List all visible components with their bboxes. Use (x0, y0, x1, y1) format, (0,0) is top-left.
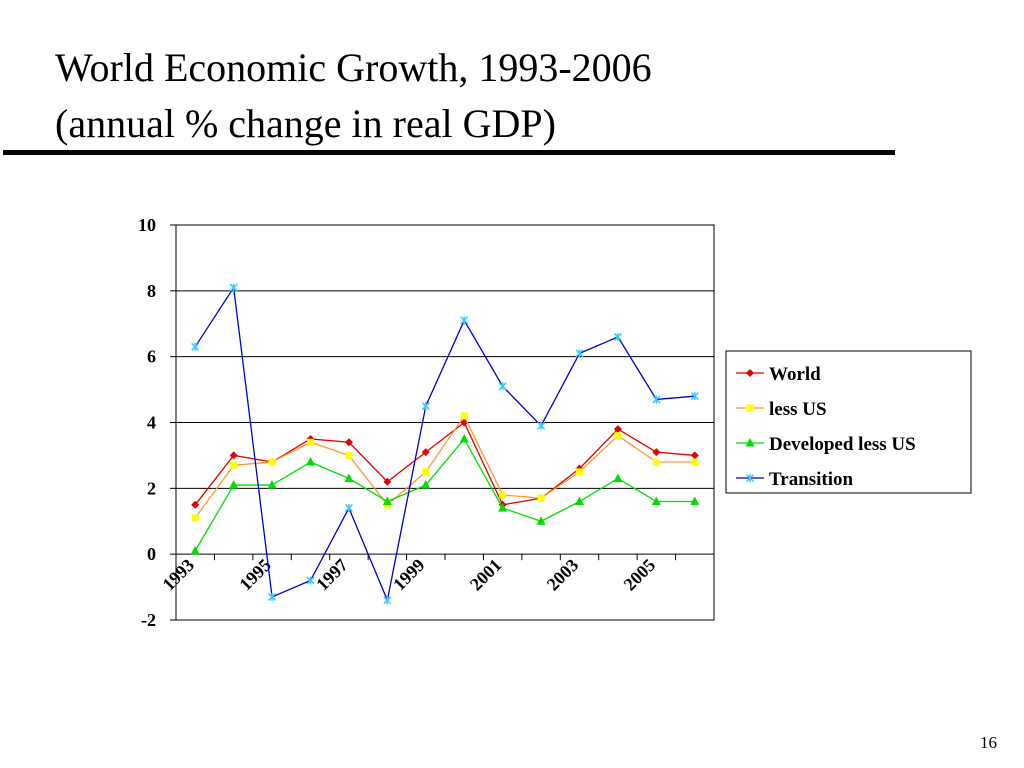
title-underline (3, 150, 895, 155)
data-point (652, 395, 661, 404)
data-point (537, 421, 546, 430)
data-point (191, 514, 199, 522)
legend-item: less US (736, 399, 827, 420)
data-point (536, 516, 546, 525)
data-point (344, 504, 353, 513)
data-point (229, 480, 239, 489)
data-point (383, 477, 392, 486)
legend-marker (746, 369, 754, 377)
data-point (383, 596, 392, 605)
data-point (690, 392, 699, 401)
data-point (382, 496, 392, 505)
legend-item: World (736, 364, 821, 385)
data-point (613, 332, 622, 341)
data-point (229, 283, 238, 292)
series-less-us (191, 412, 699, 522)
data-point (613, 425, 622, 434)
data-point (421, 480, 431, 489)
slide-title-line-2: (annual % change in real GDP) (55, 101, 556, 146)
y-tick-label: 8 (147, 281, 156, 301)
data-point (344, 438, 353, 447)
data-point (652, 448, 661, 457)
page-number: 16 (980, 733, 997, 752)
data-point (690, 496, 700, 505)
data-point (267, 480, 277, 489)
y-tick-label: 0 (147, 544, 156, 564)
data-point (306, 576, 315, 585)
legend-item: Transition (736, 469, 854, 490)
legend: World less US Developed less US Transition (725, 350, 972, 494)
slide-title-line-1: World Economic Growth, 1993-2006 (55, 45, 652, 90)
data-point (459, 433, 469, 443)
legend-label: World (769, 364, 821, 385)
data-point (230, 461, 238, 469)
data-point (344, 473, 354, 482)
series-line-transition (194, 285, 695, 603)
data-point (691, 458, 699, 466)
data-point (268, 592, 277, 601)
data-point (652, 458, 660, 466)
legend-marker (746, 404, 754, 412)
data-point (498, 382, 507, 391)
data-point (690, 451, 699, 460)
data-point (614, 432, 622, 440)
legend-marker (745, 438, 755, 447)
series-line-developed-less-us (194, 437, 695, 552)
y-tick-label: 2 (147, 478, 156, 498)
slide-title: World Economic Growth, 1993-2006 (annual… (55, 40, 855, 152)
data-point (421, 402, 430, 411)
series-transition (191, 283, 699, 605)
legend-item: Developed less US (736, 434, 916, 455)
data-point (306, 457, 315, 466)
data-point (191, 342, 200, 351)
series-developed-less-us (190, 433, 700, 555)
legend-label: Developed less US (769, 434, 916, 455)
legend-label: less US (769, 399, 827, 420)
legend-box (725, 350, 972, 494)
data-point (651, 496, 661, 505)
data-point (307, 438, 314, 446)
y-tick-label: 6 (147, 347, 156, 367)
data-point (421, 448, 430, 457)
data-point (576, 468, 583, 476)
data-point (575, 496, 584, 505)
data-point (460, 412, 468, 420)
legend-label: Transition (769, 469, 854, 490)
data-point (460, 316, 469, 325)
series-line-less-us (194, 414, 695, 519)
y-tick-label: 10 (138, 215, 156, 235)
legend-marker (745, 473, 755, 483)
data-point (191, 500, 200, 509)
data-point (498, 503, 508, 512)
data-point (499, 491, 507, 499)
data-point (345, 451, 353, 459)
data-point (422, 468, 430, 476)
data-point (229, 451, 238, 460)
y-tick-label: 4 (147, 413, 156, 433)
data-point (575, 349, 584, 358)
data-point (268, 458, 276, 466)
y-tick-label: -2 (141, 610, 156, 630)
data-point (537, 494, 545, 502)
data-point (190, 545, 200, 555)
data-point (613, 473, 623, 482)
